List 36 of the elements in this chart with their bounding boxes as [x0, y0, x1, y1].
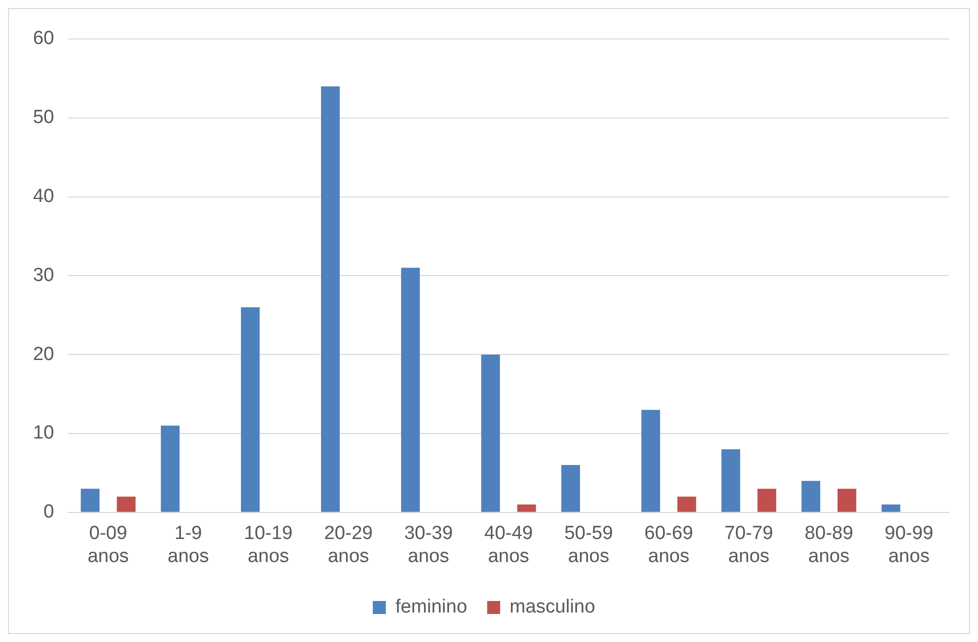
y-tick-label: 20 — [32, 344, 54, 365]
x-tick-label: 10-19 anos — [244, 523, 293, 567]
x-tick-label: 0-09 anos — [88, 523, 129, 567]
bar — [80, 488, 100, 512]
bar — [677, 496, 696, 512]
bar — [757, 488, 776, 512]
bar — [561, 465, 580, 512]
y-tick-label: 40 — [32, 186, 54, 208]
x-tick-label: 20-29 anos — [324, 523, 373, 567]
bar — [116, 496, 136, 512]
bar — [517, 504, 536, 512]
x-tick-label: 70-79 anos — [724, 523, 774, 567]
bar — [801, 480, 820, 512]
x-tick-label: 40-49 anos — [484, 523, 533, 567]
x-tick-label: 50-59 anos — [564, 523, 613, 567]
bar — [882, 504, 900, 512]
bar — [481, 354, 500, 512]
y-tick-label: 30 — [32, 264, 54, 286]
x-tick-label: 30-39 anos — [404, 523, 453, 567]
y-tick-label: 0 — [44, 502, 54, 523]
legend-label: masculino — [510, 596, 596, 618]
bar — [240, 307, 260, 512]
bar — [838, 488, 856, 512]
y-tick-label: 60 — [32, 28, 54, 50]
bar — [401, 268, 420, 512]
x-tick-label: 60-69 anos — [644, 523, 694, 567]
y-tick-label: 50 — [32, 107, 54, 128]
bar — [160, 426, 180, 512]
bar — [641, 410, 660, 512]
x-tick-label: 80-89 anos — [804, 523, 854, 567]
legend-label: feminino — [395, 596, 468, 618]
x-tick-label: 90-99 anos — [884, 523, 934, 567]
bar — [721, 449, 740, 512]
x-tick-label: 1-9 anos — [168, 523, 209, 567]
bar — [321, 86, 340, 512]
y-tick-label: 10 — [32, 422, 54, 444]
